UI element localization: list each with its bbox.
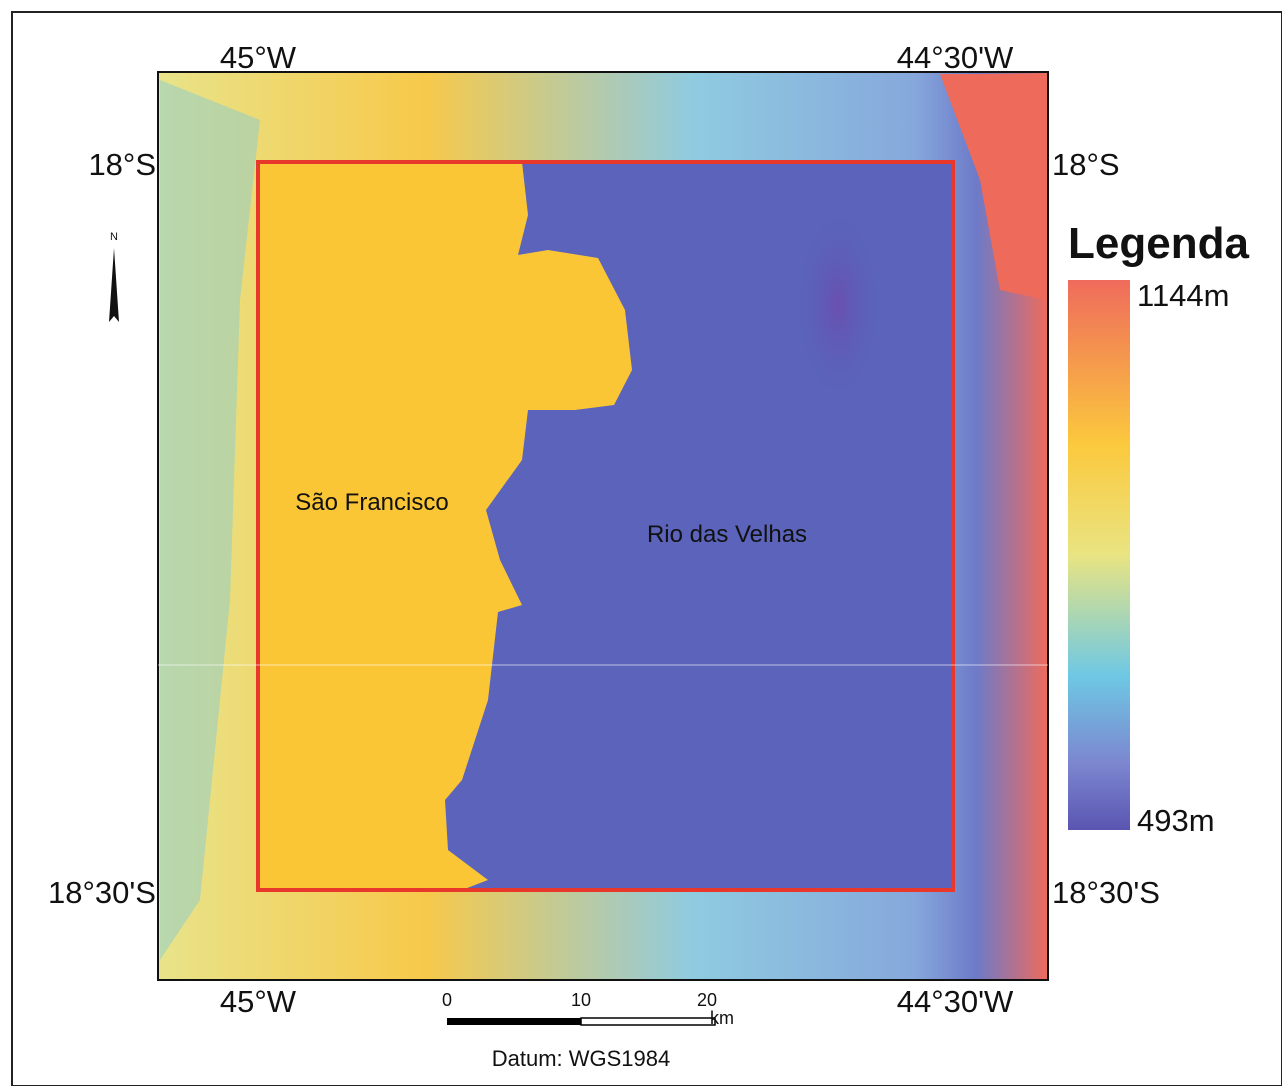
legend-max: 1144m (1137, 278, 1230, 313)
scale-tick: 10 (571, 990, 591, 1010)
top-label: 44°30'W (897, 40, 1014, 75)
left-label: 18°S (88, 147, 156, 182)
legend-colorbar (1068, 280, 1130, 830)
bottom-label: 44°30'W (897, 984, 1014, 1019)
legend-min: 493m (1137, 803, 1215, 838)
scale-tick: 0 (442, 990, 452, 1010)
scale-bar-segment (581, 1018, 715, 1025)
right-label: 18°S (1052, 147, 1120, 182)
left-label: 18°30'S (48, 875, 156, 910)
region-label: São Francisco (295, 489, 448, 516)
scale-tick: 20 (697, 990, 717, 1010)
scale-bar-segment (447, 1018, 581, 1025)
map-figure: 45°W 44°30'W 45°W 44°30'W 18°S 18°30'S 1… (0, 0, 1282, 1086)
depression (798, 215, 878, 395)
north-label: N (110, 231, 118, 243)
scale-unit: km (710, 1008, 734, 1028)
legend-title: Legenda (1068, 219, 1249, 268)
right-label: 18°30'S (1052, 875, 1160, 910)
bottom-label: 45°W (220, 984, 297, 1019)
north-arrow (109, 248, 119, 322)
datum: Datum: WGS1984 (492, 1046, 671, 1071)
region-label: Rio das Velhas (647, 521, 807, 548)
top-label: 45°W (220, 40, 297, 75)
